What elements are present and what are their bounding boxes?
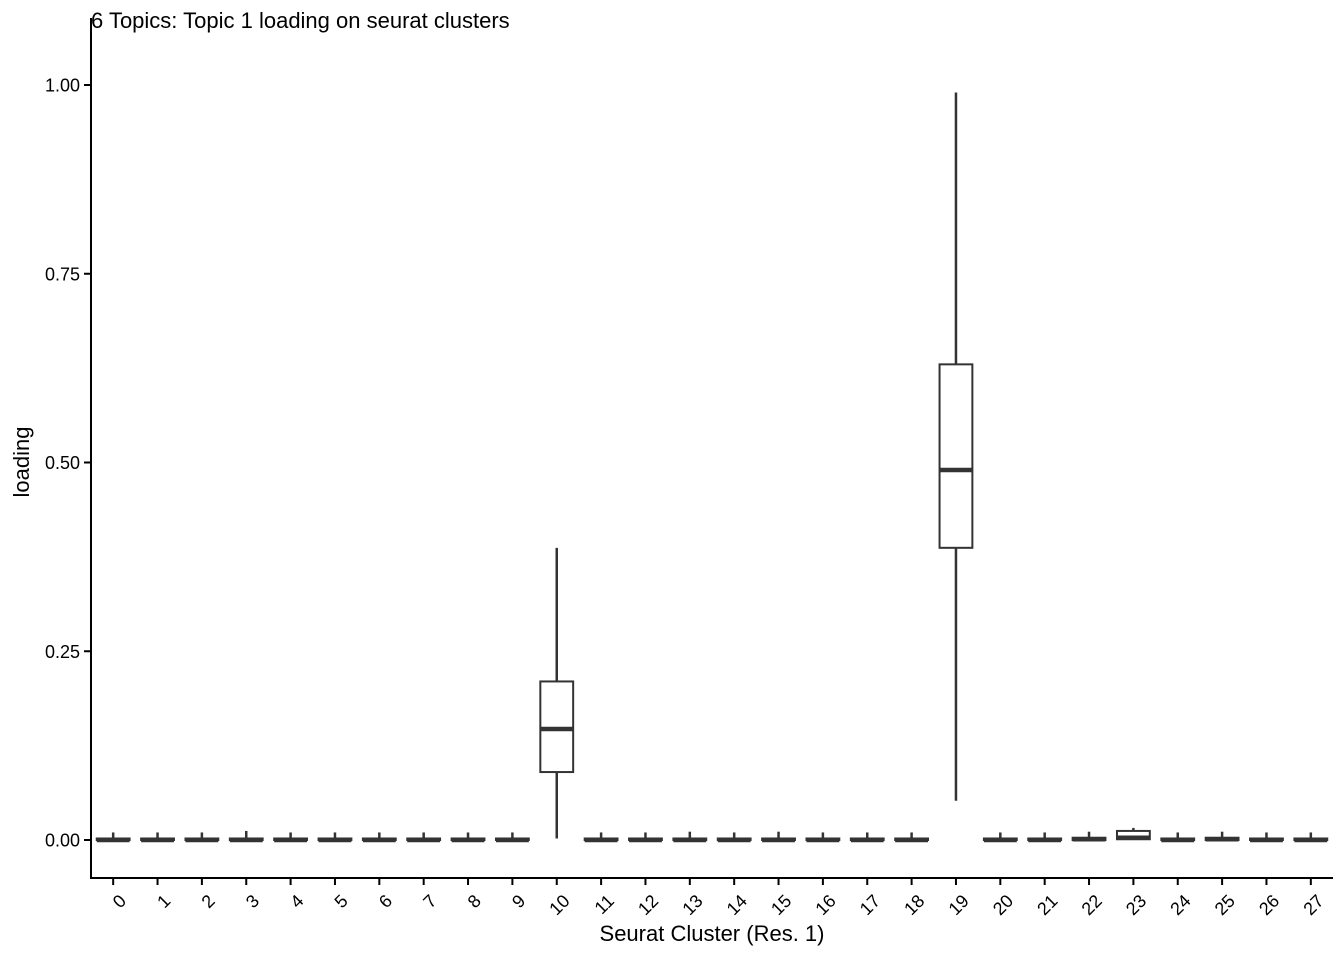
box-5 (317, 832, 353, 843)
x-tick-label: 14 (723, 891, 751, 919)
x-tick-label: 23 (1122, 891, 1150, 919)
box-22 (1071, 831, 1107, 842)
box-4 (273, 832, 309, 843)
box-11 (583, 832, 619, 843)
x-tick-label: 10 (545, 891, 573, 919)
x-tick-label: 11 (591, 891, 618, 918)
x-tick-label: 5 (331, 891, 352, 912)
box-27 (1293, 832, 1329, 843)
x-tick-label: 26 (1255, 891, 1283, 919)
x-tick-label: 1 (153, 891, 174, 912)
x-tick-label: 7 (419, 891, 440, 912)
box-21 (1027, 832, 1063, 843)
box-26 (1249, 832, 1284, 843)
y-tick-label: 0.00 (45, 831, 80, 851)
box-24 (1160, 832, 1196, 843)
x-axis-label: Seurat Cluster (Res. 1) (599, 921, 825, 946)
y-tick-label: 1.00 (45, 76, 80, 96)
x-tick-label: 16 (811, 891, 839, 919)
box-8 (450, 832, 486, 843)
box-2 (184, 832, 220, 843)
x-tick-label: 3 (242, 891, 263, 912)
box-body (938, 363, 974, 549)
box-19 (938, 92, 974, 801)
box-9 (494, 832, 530, 843)
x-tick-label: 21 (1033, 891, 1061, 919)
axes: 0.000.250.500.751.000 1 2 3 4 5 6 7 8 9 10 11 12 13 14… (45, 18, 1333, 919)
x-tick-label: 15 (767, 891, 795, 919)
x-tick-label: 12 (634, 891, 662, 919)
box-20 (982, 832, 1018, 843)
box-7 (406, 832, 442, 843)
x-tick-label: 27 (1299, 891, 1327, 919)
box-13 (672, 831, 708, 843)
box-6 (361, 832, 397, 843)
x-tick-label: 17 (856, 891, 884, 919)
box-17 (849, 832, 885, 843)
x-tick-label: 24 (1166, 891, 1194, 919)
x-tick-label: 25 (1211, 891, 1239, 919)
box-1 (140, 832, 175, 843)
box-23 (1115, 827, 1151, 841)
x-tick-label: 4 (286, 891, 307, 912)
x-tick-label: 9 (508, 891, 529, 912)
box-0 (95, 832, 131, 843)
box-14 (716, 832, 752, 843)
x-tick-label: 19 (945, 891, 973, 919)
box-15 (761, 831, 796, 843)
plot-area (95, 92, 1329, 843)
box-18 (894, 832, 930, 843)
x-tick-label: 0 (109, 891, 130, 912)
x-tick-label: 6 (375, 891, 396, 912)
x-tick-label: 2 (198, 891, 219, 912)
x-tick-label: 20 (989, 891, 1017, 919)
box-16 (805, 832, 841, 843)
y-tick-label: 0.25 (45, 642, 80, 662)
box-12 (628, 832, 663, 843)
box-3 (228, 830, 264, 843)
x-tick-label: 22 (1078, 891, 1106, 919)
x-tick-label: 18 (900, 891, 928, 919)
chart-title: 6 Topics: Topic 1 loading on seurat clus… (91, 8, 510, 33)
x-tick-label: 8 (464, 891, 485, 912)
box-body (539, 680, 575, 774)
y-tick-label: 0.50 (45, 453, 80, 473)
y-tick-label: 0.75 (45, 264, 80, 284)
box-25 (1204, 831, 1240, 842)
x-tick-label: 13 (678, 891, 706, 919)
box-10 (539, 547, 575, 839)
